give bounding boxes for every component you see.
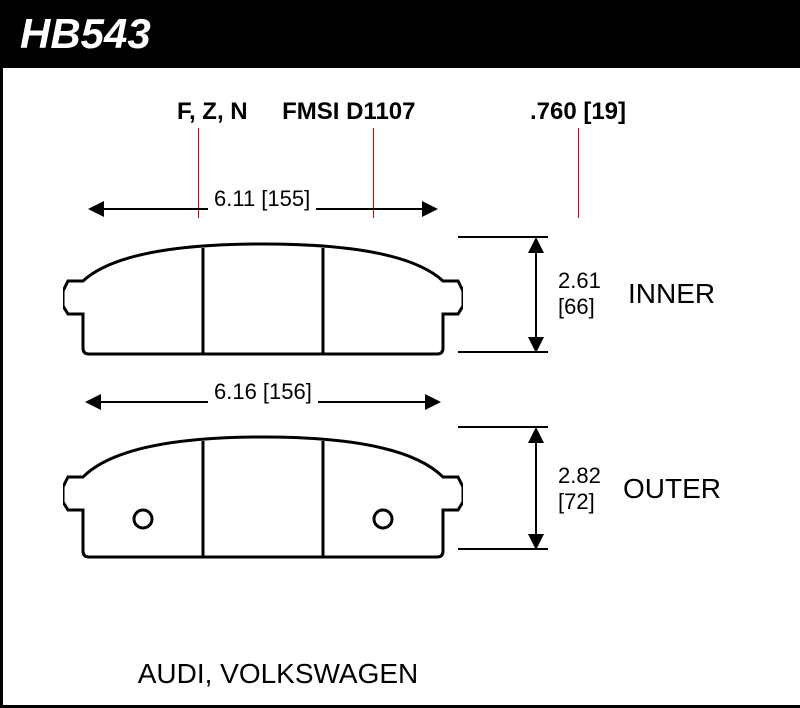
outer-pad-shape xyxy=(63,429,463,564)
inner-height-label: 2.61 [66] xyxy=(558,268,601,320)
compounds-label: F, Z, N xyxy=(177,98,248,126)
outer-width-label: 6.16 [156] xyxy=(208,379,318,405)
inner-width-label: 6.11 [155] xyxy=(208,186,316,212)
diagram-content: F, Z, N FMSI D1107 .760 [19] 6.11 [155] … xyxy=(0,68,800,708)
outer-side-label: OUTER xyxy=(623,473,721,505)
outer-h-arrow-up xyxy=(528,427,544,443)
outer-h-arrow-down xyxy=(528,534,544,550)
top-labels-row: F, Z, N FMSI D1107 .760 [19] xyxy=(3,98,800,126)
inner-h-arrow-down xyxy=(528,337,544,353)
diagram-area: 6.11 [155] 2.61 [66] INNER 6.16 [156] xyxy=(63,188,743,564)
inner-width-dim: 6.11 [155] xyxy=(88,188,438,228)
part-number: HB543 xyxy=(20,10,151,57)
inner-side-label: INNER xyxy=(628,278,715,310)
vehicle-make-label: AUDI, VOLKSWAGEN xyxy=(3,658,553,690)
inner-pad-shape xyxy=(63,236,463,361)
thickness-label: .760 [19] xyxy=(530,98,626,126)
inner-h-arrow-up xyxy=(528,237,544,253)
inner-h-line xyxy=(535,250,537,338)
fmsi-label: FMSI D1107 xyxy=(282,98,415,126)
header-bar: HB543 xyxy=(0,0,800,68)
outer-h-line xyxy=(535,440,537,536)
outer-width-dim: 6.16 [156] xyxy=(85,381,441,421)
outer-height-label: 2.82 [72] xyxy=(558,463,601,515)
